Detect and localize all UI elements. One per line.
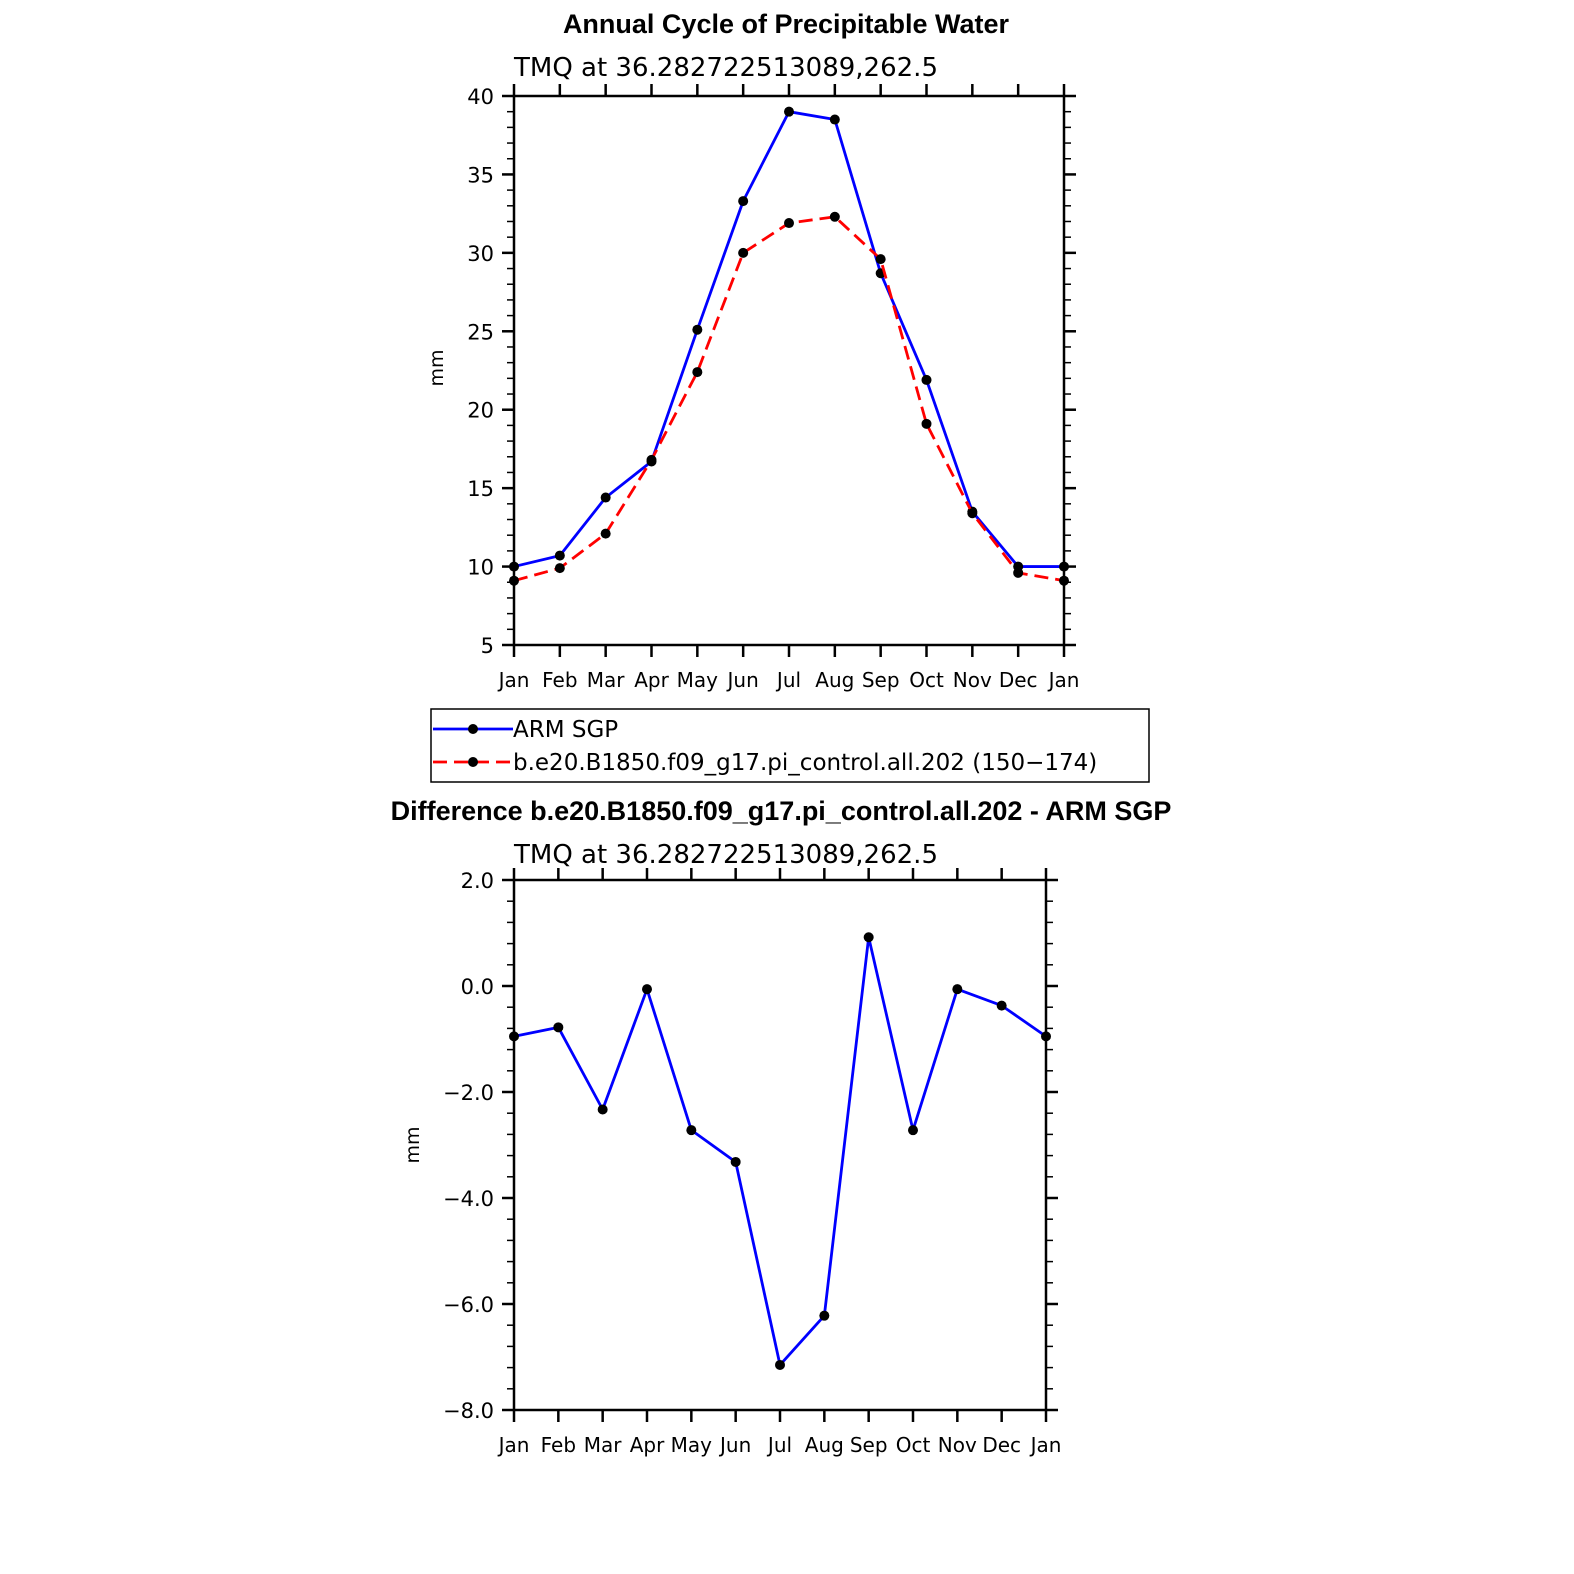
data-point: [775, 1359, 785, 1370]
y-tick-label: 2.0: [461, 869, 494, 893]
x-tick-label: Jan: [497, 668, 530, 692]
chart-title: Difference b.e20.B1850.f09_g17.pi_contro…: [391, 796, 1172, 826]
y-tick-label: 35: [467, 163, 494, 187]
x-tick-label: Dec: [982, 1433, 1021, 1457]
data-point: [908, 1125, 918, 1136]
chart-title: Annual Cycle of Precipitable Water: [563, 9, 1010, 39]
data-point: [1041, 1031, 1051, 1042]
data-point: [784, 218, 794, 229]
plot-frame: [512, 878, 1048, 1412]
data-point: [692, 367, 703, 378]
data-point: [686, 1125, 697, 1136]
legend: ARM SGP b.e20.B1850.f09_g17.pi_control.al…: [430, 708, 1150, 783]
data-point: [600, 492, 611, 503]
data-point: [1059, 561, 1069, 572]
x-tick-label: Nov: [938, 1433, 977, 1457]
data-point: [692, 324, 703, 335]
legend-marker: [468, 724, 478, 734]
x-tick-label: Apr: [630, 1433, 665, 1457]
chart-subtitle: TMQ at 36.282722513089,262.5: [513, 53, 938, 83]
x-tick-label: Jan: [1047, 668, 1080, 692]
data-point: [829, 211, 840, 222]
x-tick-label: May: [677, 668, 719, 692]
legend-label-0: ARM SGP: [513, 717, 618, 743]
y-tick-label: 15: [467, 477, 494, 501]
x-tick-label: Oct: [909, 668, 944, 692]
y-axis-label: mm: [402, 1126, 424, 1163]
x-tick-label: Nov: [953, 668, 992, 692]
legend-marker: [468, 757, 478, 767]
data-point: [863, 932, 874, 943]
x-tick-label: Mar: [584, 1433, 623, 1457]
y-tick-label: −6.0: [443, 1293, 494, 1317]
legend-box: [430, 708, 1150, 783]
x-tick-label: Sep: [862, 668, 900, 692]
data-point: [819, 1310, 830, 1321]
data-point: [597, 1104, 608, 1115]
x-tick-label: Jul: [775, 668, 801, 692]
data-point: [921, 374, 932, 385]
legend-label-1: b.e20.B1850.f09_g17.pi_control.all.202 (…: [513, 750, 1097, 776]
y-tick-label: 20: [467, 399, 494, 423]
precipitable-water-chart: Annual Cycle of Precipitable Water TMQ a…: [426, 9, 1079, 692]
x-tick-label: Jan: [497, 1433, 530, 1457]
plot-frame: [512, 94, 1066, 647]
data-point: [646, 454, 657, 465]
difference-chart: Difference b.e20.B1850.f09_g17.pi_contro…: [391, 796, 1172, 1457]
data-point: [875, 254, 886, 265]
y-tick-label: 30: [467, 242, 494, 266]
y-tick-label: 40: [467, 85, 494, 109]
x-tick-label: Jun: [718, 1433, 751, 1457]
chart-subtitle: TMQ at 36.282722513089,262.5: [513, 840, 938, 870]
x-tick-label: Oct: [896, 1433, 931, 1457]
y-axis-label: mm: [426, 349, 448, 386]
x-tick-label: Aug: [815, 668, 854, 692]
data-point: [554, 550, 565, 561]
data-point: [996, 1000, 1007, 1011]
x-tick-label: Jul: [766, 1433, 792, 1457]
x-tick-label: Feb: [542, 668, 577, 692]
y-tick-label: 5: [481, 634, 494, 658]
x-tick-label: Dec: [999, 668, 1038, 692]
series-line-1: [513, 215, 1065, 583]
series-line-0: [513, 110, 1064, 568]
data-point: [554, 563, 565, 574]
data-point: [730, 1156, 741, 1167]
x-tick-label: Aug: [805, 1433, 844, 1457]
data-point: [600, 528, 611, 539]
y-tick-label: −8.0: [443, 1399, 494, 1423]
data-point: [784, 106, 794, 117]
data-point: [509, 1031, 519, 1042]
y-tick-label: 0.0: [461, 975, 494, 999]
data-point: [1013, 567, 1024, 578]
x-tick-label: Sep: [850, 1433, 888, 1457]
data-point: [952, 984, 963, 995]
y-tick-label: −4.0: [443, 1187, 494, 1211]
x-tick-label: Jun: [726, 668, 759, 692]
series-line-0: [513, 935, 1047, 1367]
y-tick-label: −2.0: [443, 1081, 494, 1105]
data-point: [921, 418, 932, 429]
data-point: [738, 247, 749, 258]
data-point: [967, 508, 978, 519]
data-point: [738, 196, 749, 207]
y-tick-label: 10: [467, 556, 494, 580]
data-point: [509, 561, 519, 572]
data-point: [829, 114, 840, 125]
x-tick-label: May: [671, 1433, 713, 1457]
data-point: [642, 984, 652, 995]
data-point: [509, 575, 519, 586]
data-point: [1059, 575, 1069, 586]
x-tick-label: Apr: [634, 668, 669, 692]
x-tick-label: Mar: [587, 668, 626, 692]
x-tick-label: Jan: [1029, 1433, 1062, 1457]
data-point: [553, 1022, 564, 1033]
x-tick-label: Feb: [541, 1433, 576, 1457]
y-tick-label: 25: [467, 320, 494, 344]
